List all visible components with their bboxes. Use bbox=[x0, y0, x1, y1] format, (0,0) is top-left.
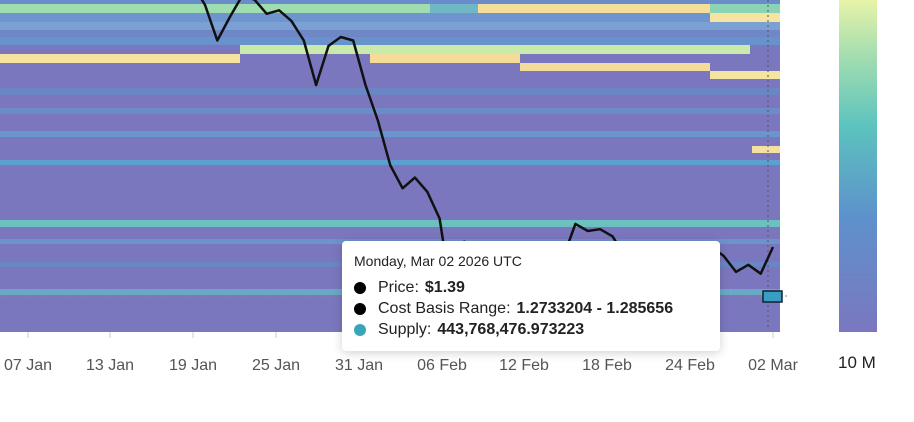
heatmap-band bbox=[710, 71, 780, 79]
price-dot-icon bbox=[354, 281, 366, 294]
tooltip-price-value: $1.39 bbox=[424, 279, 465, 296]
x-tick-label: 13 Jan bbox=[86, 357, 134, 374]
x-tick-label: 06 Feb bbox=[417, 357, 467, 374]
x-tick-label: 31 Jan bbox=[335, 357, 383, 374]
x-tick-label: 12 Feb bbox=[499, 357, 549, 374]
heatmap-band bbox=[710, 4, 780, 13]
tooltip-supply-row: Supply: 443,768,476.973223 bbox=[354, 319, 708, 340]
heatmap-band bbox=[0, 4, 430, 13]
tooltip-range-label: Cost Basis Range: bbox=[378, 300, 511, 317]
heatmap-band bbox=[520, 63, 710, 71]
range-dot-icon bbox=[354, 302, 366, 315]
heatmap-band bbox=[0, 30, 780, 37]
heatmap-band bbox=[0, 22, 780, 30]
heatmap-band bbox=[430, 4, 480, 13]
heatmap-band bbox=[0, 88, 780, 95]
x-axis: 07 Jan 13 Jan 19 Jan 25 Jan 31 Jan 06 Feb 12 F… bbox=[4, 332, 799, 374]
supply-dot-icon bbox=[354, 323, 366, 336]
colorbar-label: 10 M bbox=[838, 353, 876, 372]
heatmap-band bbox=[478, 4, 710, 13]
heatmap-band bbox=[0, 37, 780, 45]
heatmap-band bbox=[0, 13, 780, 22]
heatmap-band bbox=[240, 45, 750, 54]
heatmap-band bbox=[752, 146, 780, 153]
tooltip-range-value: 1.2733204 - 1.285656 bbox=[516, 300, 674, 317]
heatmap-band bbox=[0, 108, 780, 114]
x-tick-label: 24 Feb bbox=[665, 357, 715, 374]
tooltip-supply-label: Supply: bbox=[378, 321, 432, 338]
heatmap-band bbox=[0, 54, 240, 63]
x-tick-label: 25 Jan bbox=[252, 357, 300, 374]
tooltip-price-label: Price: bbox=[378, 279, 419, 296]
heatmap-band bbox=[0, 0, 780, 4]
heatmap-band bbox=[0, 131, 780, 137]
heatmap-band bbox=[0, 220, 780, 227]
colorbar bbox=[839, 0, 877, 332]
heatmap-band bbox=[370, 54, 520, 63]
x-tick-label: 02 Mar bbox=[748, 357, 798, 374]
x-tick-label: 07 Jan bbox=[4, 357, 52, 374]
heatmap-band bbox=[710, 13, 780, 22]
x-tick-label: 19 Jan bbox=[169, 357, 217, 374]
tooltip-range-row: Cost Basis Range: 1.2733204 - 1.285656 bbox=[354, 298, 708, 319]
tooltip-supply-value: 443,768,476.973223 bbox=[437, 321, 585, 338]
tooltip-price-row: Price: $1.39 bbox=[354, 277, 708, 298]
selected-bin-marker bbox=[762, 290, 783, 303]
x-tick-label: 18 Feb bbox=[582, 357, 632, 374]
tooltip: Monday, Mar 02 2026 UTC Price: $1.39 Cos… bbox=[342, 241, 720, 351]
tooltip-date: Monday, Mar 02 2026 UTC bbox=[354, 253, 522, 269]
